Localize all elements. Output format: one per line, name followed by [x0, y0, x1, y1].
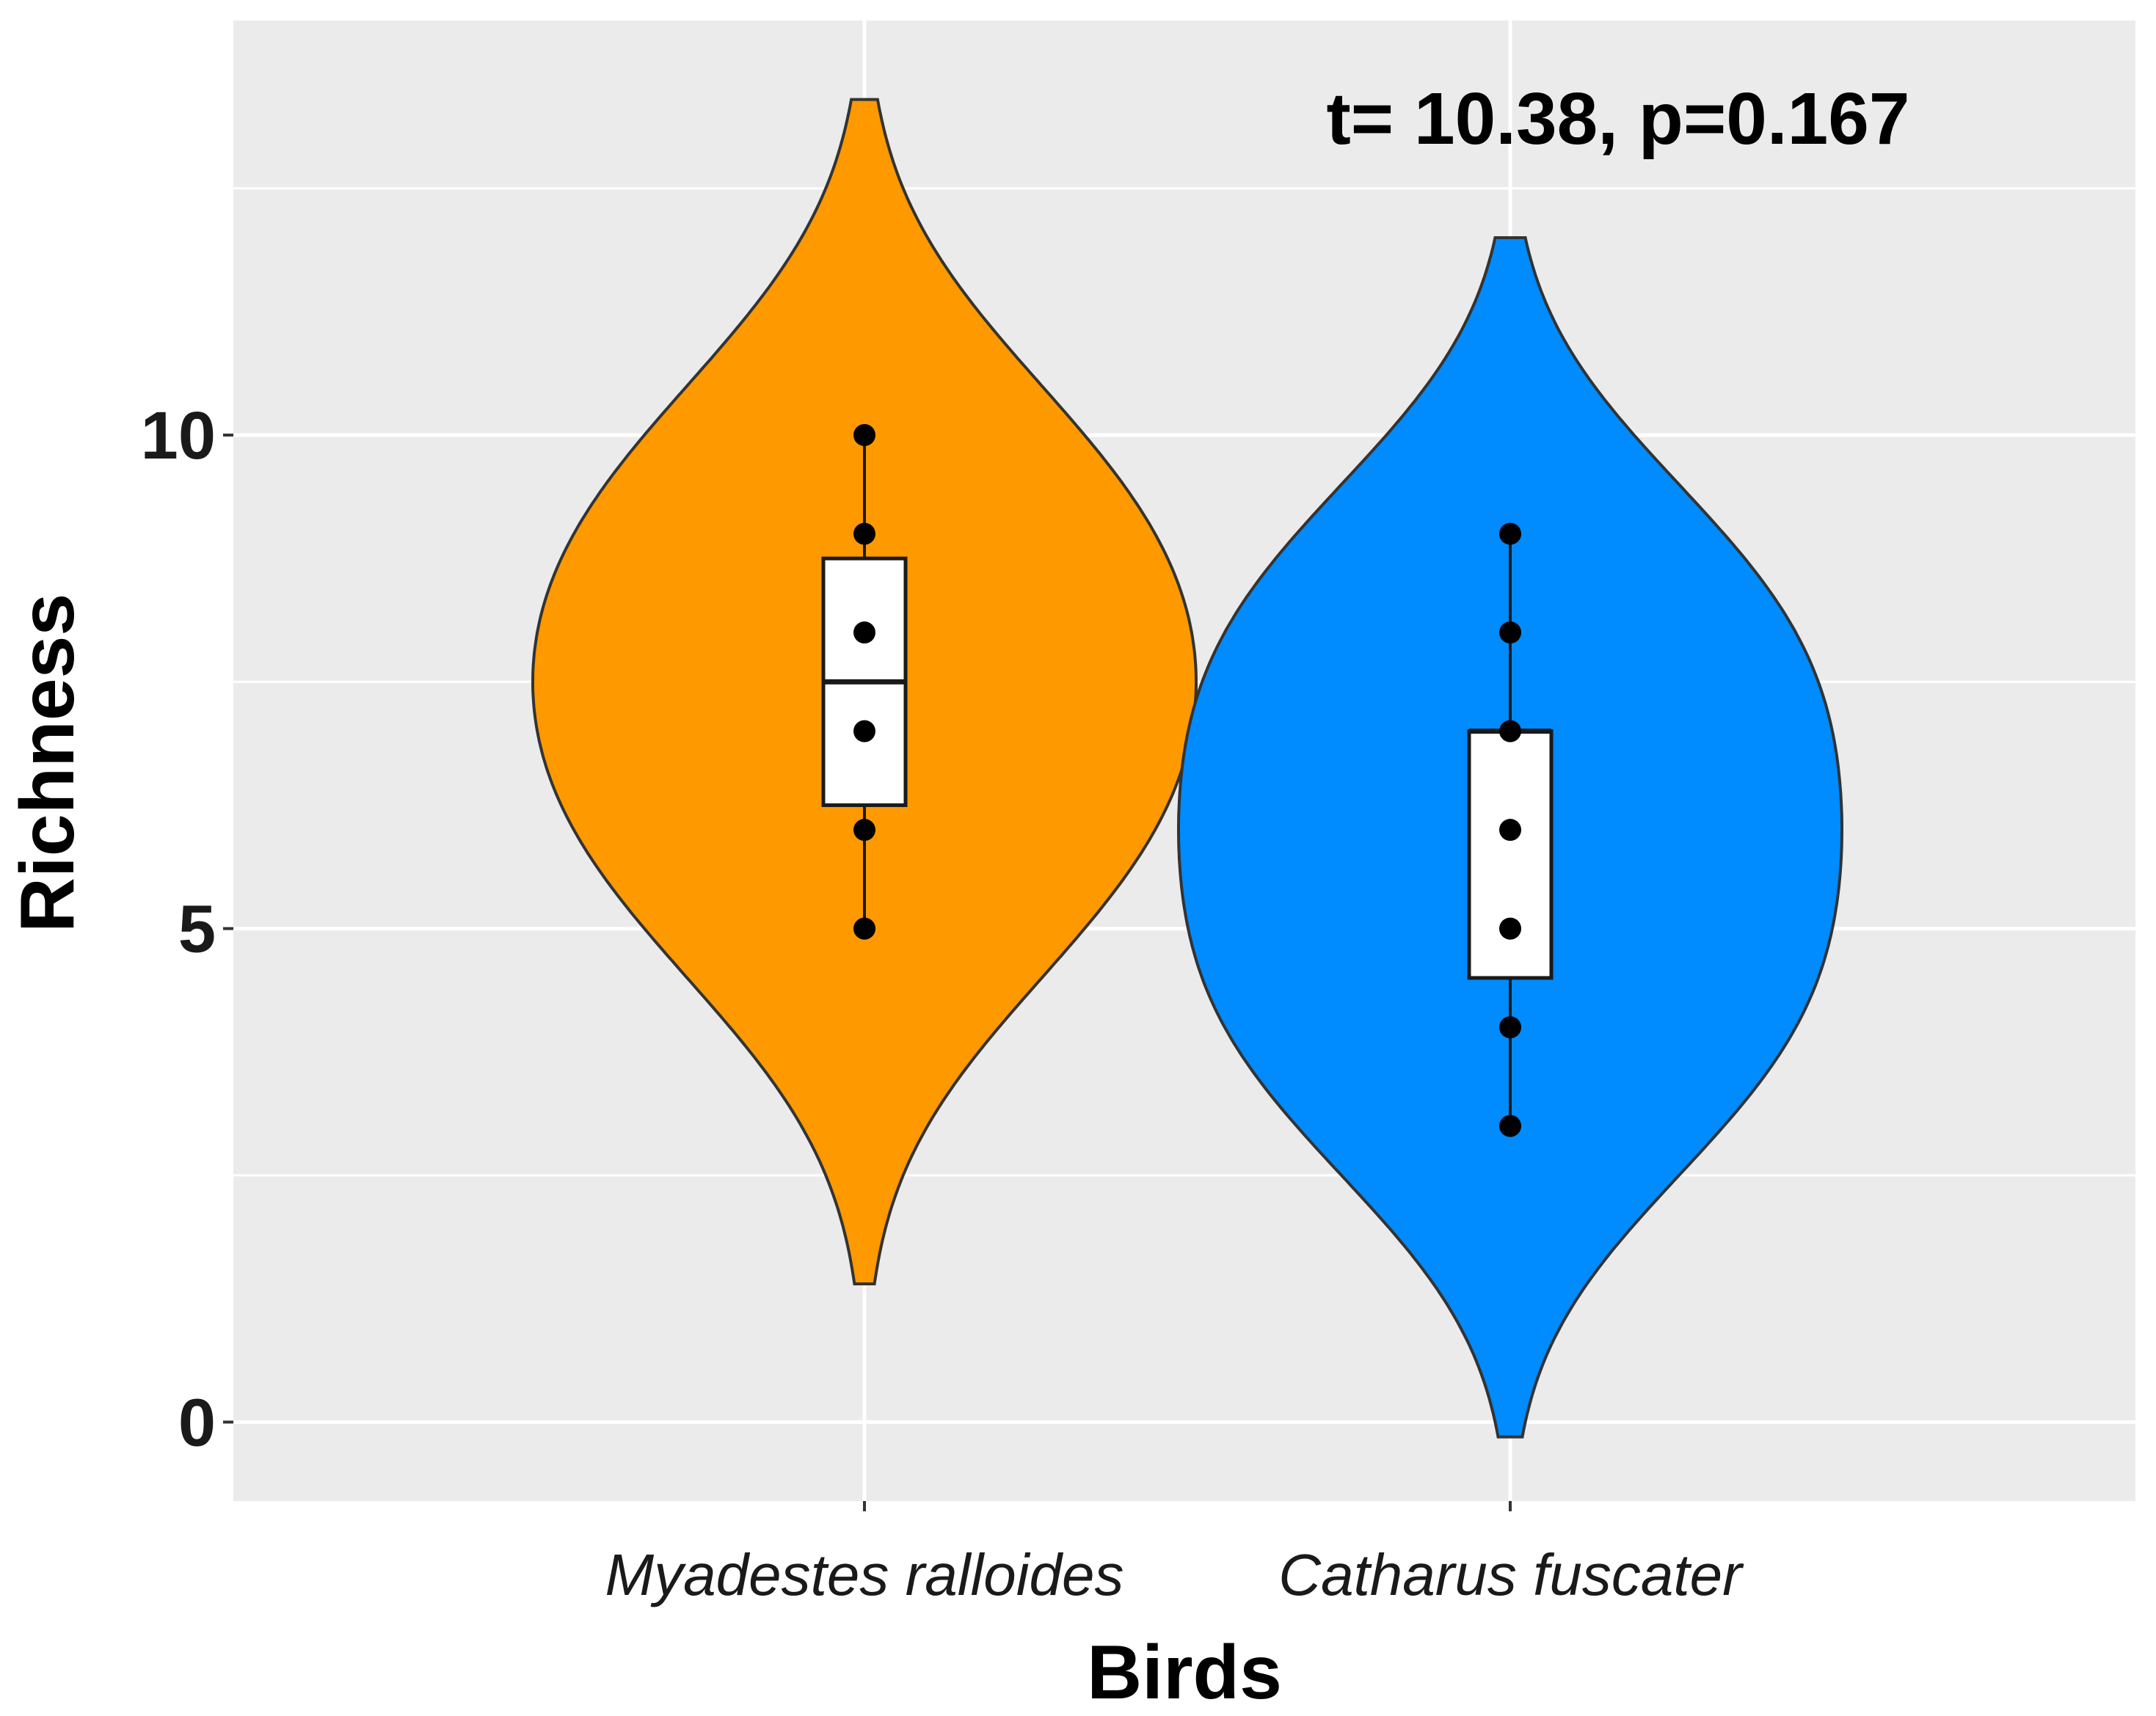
data-point [1499, 522, 1521, 545]
y-tick-label: 0 [178, 1385, 216, 1460]
data-points [853, 424, 1521, 1137]
data-point [1499, 720, 1521, 742]
data-point [853, 424, 875, 447]
boxplots [821, 435, 1554, 1126]
data-point [853, 720, 875, 742]
y-tick-label: 5 [178, 892, 216, 967]
data-point [1499, 917, 1521, 940]
data-point [1499, 819, 1521, 841]
y-axis: 0 5 10 [141, 398, 233, 1460]
data-point [1499, 1114, 1521, 1137]
data-point [853, 621, 875, 644]
data-point [853, 522, 875, 545]
x-axis: Myadestes ralloides Catharus fuscater [605, 1501, 1744, 1607]
y-tick-label: 10 [141, 398, 216, 473]
data-point [853, 819, 875, 841]
data-point [1499, 1016, 1521, 1039]
data-point [1499, 621, 1521, 644]
box [1467, 729, 1554, 980]
stat-annotation: t= 10.38, p=0.167 [1326, 78, 1909, 160]
x-axis-title: Birds [1087, 1630, 1282, 1715]
data-point [853, 917, 875, 940]
x-tick-label: Myadestes ralloides [605, 1542, 1124, 1607]
y-axis-title: Richness [5, 594, 90, 932]
x-tick-label: Catharus fuscater [1278, 1542, 1744, 1607]
